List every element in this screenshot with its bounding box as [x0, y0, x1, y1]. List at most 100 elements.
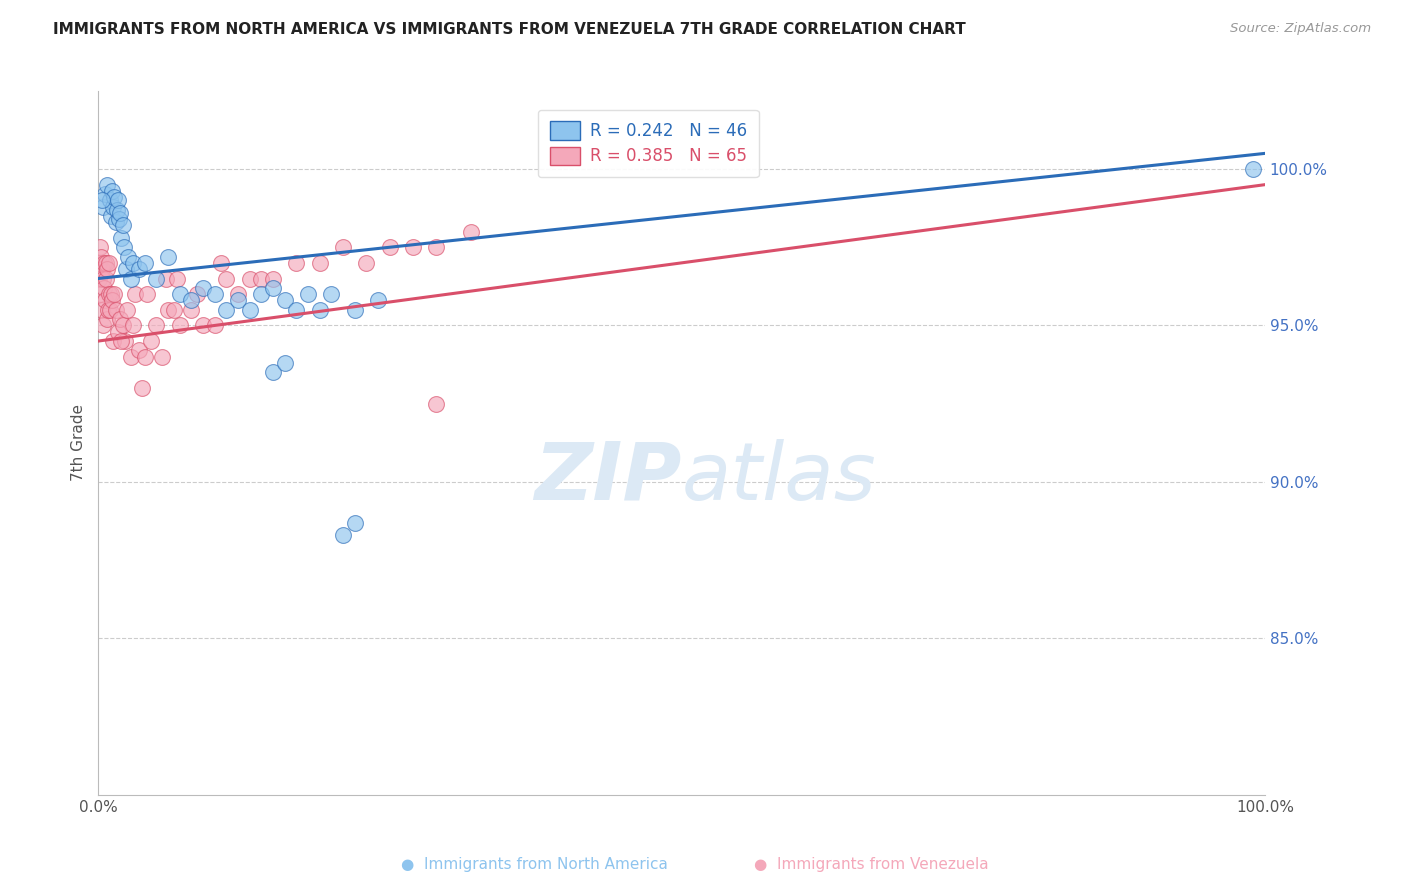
Point [425, 240, 447, 254]
Point [91, 318, 114, 333]
Point [297, 287, 319, 301]
Point [191, 318, 214, 333]
Point [111, 219, 134, 233]
Point [378, 240, 401, 254]
Point [145, 271, 167, 285]
Point [204, 287, 226, 301]
Point [103, 334, 125, 348]
Point [239, 302, 262, 317]
Point [93, 256, 115, 270]
Text: IMMIGRANTS FROM NORTH AMERICA VS IMMIGRANTS FROM VENEZUELA 7TH GRADE CORRELATION: IMMIGRANTS FROM NORTH AMERICA VS IMMIGRA… [53, 22, 966, 37]
Point [155, 271, 177, 285]
Point [332, 240, 354, 254]
Point [215, 302, 238, 317]
Point [262, 281, 284, 295]
Point [1241, 161, 1264, 176]
Point [117, 250, 139, 264]
Point [356, 256, 378, 270]
Point [100, 209, 122, 223]
Point [100, 287, 122, 301]
Point [94, 187, 117, 202]
Point [96, 262, 118, 277]
Point [87, 256, 110, 270]
Point [367, 293, 389, 308]
Text: ZIP: ZIP [534, 439, 682, 517]
Point [122, 256, 145, 270]
Point [94, 293, 117, 308]
Point [285, 256, 308, 270]
Point [128, 343, 150, 358]
Point [101, 184, 124, 198]
Point [108, 212, 131, 227]
Point [180, 302, 202, 317]
Point [215, 271, 238, 285]
Point [124, 287, 146, 301]
Point [98, 287, 121, 301]
Point [104, 302, 127, 317]
Point [128, 262, 150, 277]
Point [98, 194, 121, 208]
Point [145, 318, 167, 333]
Point [105, 202, 128, 217]
Point [91, 271, 114, 285]
Point [93, 281, 115, 295]
Text: ●  Immigrants from North America: ● Immigrants from North America [401, 857, 668, 872]
Point [460, 225, 482, 239]
Point [226, 287, 249, 301]
Point [97, 256, 120, 270]
Legend: R = 0.242   N = 46, R = 0.385   N = 65: R = 0.242 N = 46, R = 0.385 N = 65 [538, 110, 759, 177]
Point [131, 381, 153, 395]
Point [96, 178, 118, 192]
Point [169, 287, 191, 301]
Point [94, 256, 117, 270]
Point [110, 312, 132, 326]
Point [114, 334, 136, 348]
Point [104, 215, 127, 229]
Point [157, 250, 180, 264]
Text: ●  Immigrants from Venezuela: ● Immigrants from Venezuela [755, 857, 988, 872]
Point [186, 287, 208, 301]
Point [285, 302, 308, 317]
Point [96, 312, 118, 326]
Point [157, 302, 180, 317]
Point [89, 271, 111, 285]
Text: atlas: atlas [682, 439, 876, 517]
Point [107, 325, 129, 339]
Point [332, 528, 354, 542]
Point [163, 302, 186, 317]
Point [110, 231, 132, 245]
Point [107, 194, 129, 208]
Point [90, 250, 112, 264]
Point [226, 293, 249, 308]
Point [308, 302, 330, 317]
Point [98, 302, 121, 317]
Point [425, 397, 447, 411]
Point [250, 287, 273, 301]
Point [103, 190, 125, 204]
Point [134, 350, 156, 364]
Point [136, 287, 159, 301]
Point [115, 262, 138, 277]
Point [209, 256, 232, 270]
Point [204, 318, 226, 333]
Point [115, 302, 138, 317]
Point [191, 281, 214, 295]
Point [122, 318, 145, 333]
Text: Source: ZipAtlas.com: Source: ZipAtlas.com [1230, 22, 1371, 36]
Point [89, 240, 111, 254]
Point [89, 287, 111, 301]
Point [274, 356, 297, 370]
Point [343, 302, 366, 317]
Point [97, 302, 120, 317]
Point [90, 194, 112, 208]
Point [120, 350, 142, 364]
Y-axis label: 7th Grade: 7th Grade [72, 404, 86, 482]
Point [321, 287, 343, 301]
Point [110, 334, 132, 348]
Point [166, 271, 188, 285]
Point [96, 271, 118, 285]
Point [91, 200, 114, 214]
Point [402, 240, 425, 254]
Point [169, 318, 191, 333]
Point [150, 350, 173, 364]
